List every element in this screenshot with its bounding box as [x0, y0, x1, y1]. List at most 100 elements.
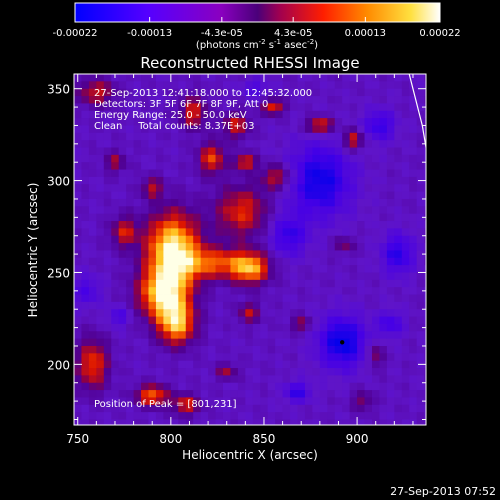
- heatmap-cell: [178, 419, 187, 425]
- heatmap-cell: [364, 419, 373, 425]
- heatmap-cell: [409, 125, 418, 134]
- heatmap-cell: [432, 206, 440, 214]
- heatmap-cell: [193, 316, 202, 325]
- heatmap-cell: [394, 132, 403, 141]
- heatmap-cell: [416, 390, 425, 398]
- heatmap-cell: [304, 221, 313, 229]
- heatmap-cell: [371, 250, 380, 259]
- heatmap-cell: [312, 110, 321, 119]
- heatmap-cell: [96, 243, 105, 251]
- heatmap-cell: [364, 353, 373, 362]
- heatmap-cell: [260, 88, 269, 97]
- heatmap-cell: [282, 404, 291, 413]
- heatmap-cell: [386, 140, 395, 148]
- heatmap-cell: [432, 287, 440, 295]
- heatmap-cell: [290, 235, 298, 244]
- heatmap-cell: [379, 147, 388, 156]
- heatmap-cell: [193, 228, 202, 237]
- heatmap-cell: [185, 110, 194, 119]
- heatmap-cell: [334, 338, 343, 347]
- heatmap-cell: [208, 345, 216, 354]
- heatmap-cell: [394, 176, 403, 185]
- heatmap-cell: [237, 338, 246, 347]
- heatmap-cell: [282, 198, 291, 207]
- heatmap-cell: [81, 345, 90, 354]
- heatmap-cell: [81, 88, 90, 97]
- heatmap-cell: [170, 279, 179, 288]
- heatmap-cell: [386, 206, 395, 215]
- heatmap-cell: [126, 125, 134, 134]
- heatmap-cell: [371, 257, 380, 266]
- heatmap-cell: [126, 96, 134, 104]
- heatmap-cell: [424, 162, 426, 170]
- heatmap-cell: [334, 345, 343, 354]
- heatmap-cell: [364, 316, 373, 325]
- heatmap-cell: [260, 184, 269, 193]
- heatmap-cell: [141, 287, 149, 295]
- heatmap-cell: [96, 176, 105, 185]
- heatmap-cell: [297, 235, 306, 244]
- heatmap-cell: [170, 162, 179, 170]
- heatmap-cell: [304, 279, 313, 288]
- heatmap-cell: [245, 213, 254, 222]
- heatmap-cell: [163, 390, 172, 398]
- heatmap-cell: [126, 103, 134, 112]
- heatmap-cell: [118, 279, 127, 288]
- heatmap-cell: [312, 154, 321, 163]
- heatmap-cell: [267, 110, 276, 119]
- heatmap-cell: [290, 331, 298, 340]
- heatmap-cell: [319, 235, 328, 244]
- heatmap-cell: [170, 368, 179, 376]
- heatmap-cell: [141, 279, 149, 288]
- heatmap-cell: [379, 125, 388, 134]
- heatmap-cell: [215, 397, 224, 406]
- heatmap-cell: [230, 360, 239, 369]
- heatmap-cell: [319, 323, 328, 332]
- heatmap-cell: [222, 118, 231, 126]
- heatmap-cell: [379, 279, 388, 288]
- heatmap-cell: [148, 154, 157, 163]
- y-tick-label: 300: [47, 175, 70, 189]
- heatmap-cell: [74, 132, 82, 141]
- heatmap-cell: [334, 257, 343, 266]
- heatmap-cell: [386, 272, 395, 281]
- heatmap-cell: [282, 338, 291, 347]
- heatmap-cell: [178, 287, 187, 295]
- heatmap-cell: [312, 397, 321, 406]
- heatmap-cell: [111, 184, 120, 193]
- heatmap-cell: [215, 287, 224, 295]
- heatmap-cell: [96, 250, 105, 259]
- heatmap-cell: [312, 176, 321, 185]
- heatmap-cell: [319, 243, 328, 251]
- heatmap-cell: [282, 257, 291, 266]
- heatmap-cell: [357, 345, 365, 354]
- heatmap-cell: [260, 81, 269, 90]
- heatmap-cell: [118, 184, 127, 193]
- heatmap-cell: [349, 81, 358, 90]
- heatmap-cell: [193, 309, 202, 317]
- heatmap-cell: [401, 103, 410, 112]
- heatmap-cell: [387, 427, 395, 435]
- heatmap-cell: [260, 316, 269, 325]
- heatmap-cell: [126, 221, 134, 229]
- heatmap-cell: [312, 272, 321, 281]
- heatmap-cell: [237, 404, 246, 413]
- heatmap-cell: [401, 272, 410, 281]
- heatmap-cell: [96, 206, 105, 215]
- heatmap-cell: [424, 419, 426, 425]
- heatmap-cell: [126, 301, 134, 310]
- heatmap-cell: [394, 382, 403, 391]
- heatmap-cell: [409, 301, 418, 310]
- heatmap-cell: [409, 147, 418, 156]
- heatmap-cell: [432, 317, 440, 325]
- heatmap-cell: [245, 316, 254, 325]
- heatmap-cell: [342, 140, 351, 148]
- heatmap-cell: [364, 345, 373, 354]
- heatmap-cell: [334, 316, 343, 325]
- heatmap-cell: [267, 169, 276, 178]
- heatmap-cell: [237, 125, 246, 134]
- heatmap-cell: [342, 294, 351, 303]
- heatmap-cell: [185, 243, 194, 251]
- heatmap-cell: [432, 280, 440, 288]
